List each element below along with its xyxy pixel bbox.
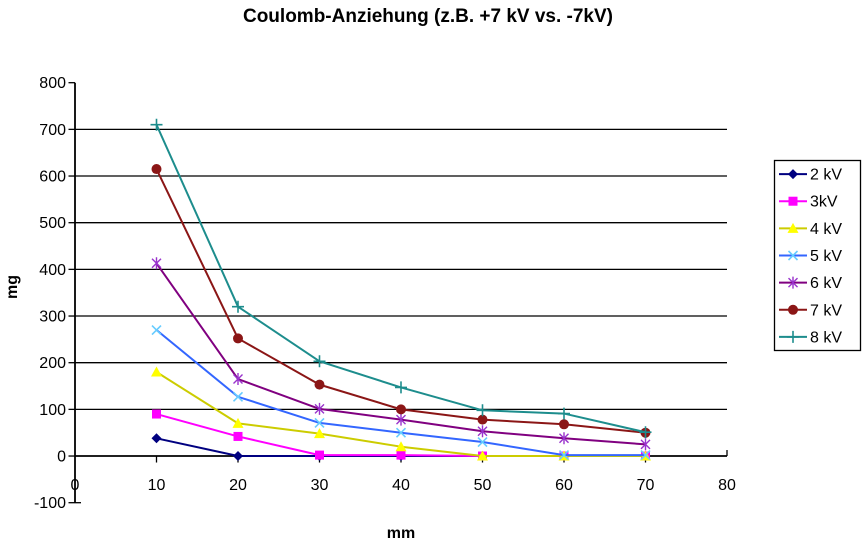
- y-tick-label: 200: [39, 355, 66, 372]
- y-tick-label: 800: [39, 75, 66, 92]
- triangle-marker-icon: [477, 450, 488, 461]
- triangle-marker-icon: [151, 366, 162, 377]
- x-marker-icon: [395, 427, 407, 438]
- x-tick-label: 0: [71, 477, 80, 494]
- square-marker-icon: [396, 450, 406, 460]
- plus-marker-icon: [313, 355, 326, 368]
- plus-marker-icon: [232, 300, 244, 313]
- series-6-kv: [151, 257, 651, 451]
- legend-label: 5 kV: [810, 248, 842, 265]
- x-marker-icon: [151, 324, 162, 336]
- asterisk-marker-icon: [477, 425, 488, 438]
- asterisk-marker-icon: [788, 276, 798, 289]
- square-marker-icon: [152, 409, 161, 419]
- legend: 2 kV 3kV 4 kV 5 kV 6 kV 7 kV 8 kV: [773, 159, 862, 352]
- circle-marker-icon: [151, 164, 162, 175]
- legend-label: 8 kV: [810, 329, 842, 346]
- diamond-marker-icon: [233, 451, 243, 462]
- triangle-marker-icon: [314, 428, 325, 439]
- y-tick-label: 400: [39, 262, 66, 279]
- legend-label: 6 kV: [810, 275, 842, 292]
- legend-label: 4 kV: [810, 221, 842, 238]
- x-tick-label: 80: [718, 477, 736, 494]
- x-axis-label: mm: [386, 525, 416, 542]
- series-8-kv: [150, 118, 652, 439]
- chart-title: Coulomb-Anziehung (z.B. +7 kV vs. -7kV): [242, 6, 614, 27]
- triangle-marker-icon: [232, 417, 244, 428]
- plus-marker-icon: [395, 381, 407, 394]
- series-5-kv: [151, 324, 651, 461]
- y-axis-label: mg: [4, 275, 21, 299]
- legend-item: 7 kV: [779, 302, 842, 319]
- plus-marker-icon: [639, 426, 652, 439]
- plus-marker-icon: [476, 404, 489, 417]
- y-tick-label: 300: [39, 309, 66, 326]
- x-tick-label: 40: [392, 477, 410, 494]
- x-marker-icon: [477, 436, 488, 448]
- series-7-kv: [151, 164, 651, 438]
- square-marker-icon: [233, 431, 243, 441]
- y-tick-label: 100: [39, 402, 66, 419]
- x-tick-label: 20: [229, 477, 247, 494]
- circle-marker-icon: [314, 379, 325, 390]
- circle-marker-icon: [396, 404, 406, 415]
- legend-label: 2 kV: [810, 167, 842, 184]
- diamond-marker-icon: [151, 433, 162, 444]
- square-marker-icon: [788, 196, 798, 206]
- x-tick-label: 60: [555, 477, 573, 494]
- circle-marker-icon: [788, 304, 798, 315]
- x-marker-icon: [558, 450, 570, 461]
- x-tick-label: 10: [148, 477, 166, 494]
- x-marker-icon: [640, 450, 651, 461]
- legend-item: 3kV: [779, 194, 838, 211]
- plus-marker-icon: [787, 330, 799, 343]
- circle-marker-icon: [477, 414, 488, 425]
- asterisk-marker-icon: [233, 373, 243, 386]
- x-marker-icon: [232, 391, 244, 402]
- legend-item: 5 kV: [779, 248, 842, 265]
- legend-item: 2 kV: [779, 167, 842, 184]
- y-tick-label: 500: [39, 215, 66, 232]
- circle-marker-icon: [233, 333, 243, 344]
- y-tick-label: 0: [57, 449, 66, 466]
- x-marker-icon: [314, 417, 325, 428]
- legend-item: 4 kV: [779, 221, 842, 238]
- asterisk-marker-icon: [151, 257, 162, 270]
- asterisk-marker-icon: [314, 402, 325, 415]
- square-marker-icon: [315, 450, 324, 460]
- x-tick-label: 50: [474, 477, 492, 494]
- y-tick-label: 700: [39, 122, 66, 139]
- asterisk-marker-icon: [396, 413, 406, 426]
- asterisk-marker-icon: [559, 432, 569, 445]
- triangle-marker-icon: [787, 222, 799, 233]
- plus-marker-icon: [150, 118, 163, 131]
- y-tick-label: 600: [39, 169, 66, 186]
- x-marker-icon: [787, 250, 799, 261]
- legend-label: 3kV: [810, 194, 838, 211]
- x-tick-label: 70: [637, 477, 655, 494]
- diamond-marker-icon: [788, 169, 798, 180]
- legend-item: 6 kV: [779, 275, 842, 292]
- legend-item: 8 kV: [779, 329, 842, 346]
- y-tick-label: -100: [34, 495, 66, 512]
- plus-marker-icon: [558, 407, 570, 420]
- triangle-marker-icon: [395, 441, 407, 452]
- legend-label: 7 kV: [810, 302, 842, 319]
- x-tick-label: 30: [311, 477, 329, 494]
- asterisk-marker-icon: [640, 438, 651, 451]
- circle-marker-icon: [559, 419, 569, 430]
